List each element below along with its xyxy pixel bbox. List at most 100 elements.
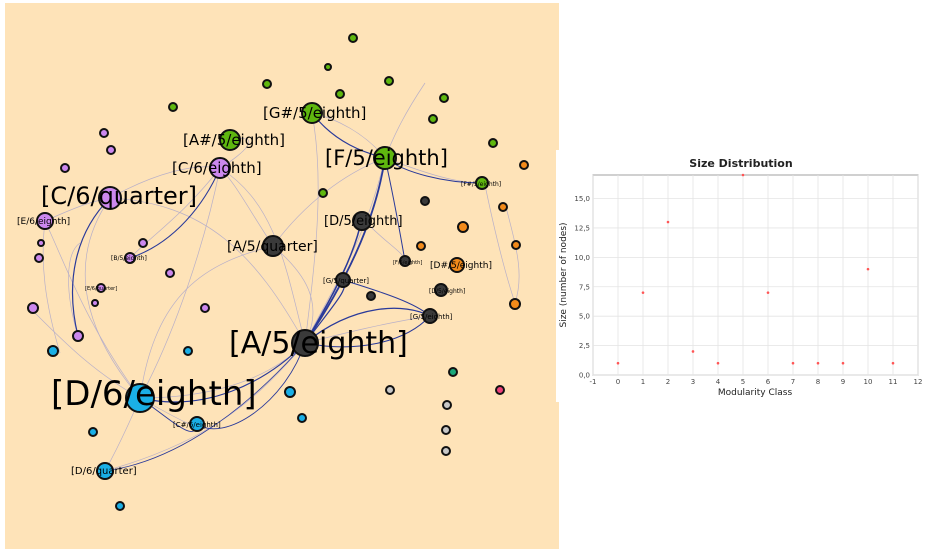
node-purple-small (165, 268, 175, 278)
node-g5-quarter (335, 272, 351, 288)
size-distribution-plot: Size Distribution -1 0 1 2 3 4 5 6 7 8 9 10 11 12 0,0… (559, 157, 923, 398)
x-tick-label: 1 (641, 378, 645, 386)
network-graph-panel: [A/5/eighth] [D/6/eighth] [C/6/quarter] … (5, 3, 559, 549)
x-tick-label: 4 (716, 378, 721, 386)
data-point (666, 220, 670, 224)
y-tick-labels: 0,0 2,5 5,0 7,5 10,0 12,5 15,0 (574, 195, 590, 379)
node-purple-small (200, 303, 210, 313)
label-b5-eighth: [B/5/eighth] (111, 255, 147, 262)
node-gray-small (442, 400, 452, 410)
node-gray-small (441, 425, 451, 435)
x-tick-label: 6 (766, 378, 771, 386)
node-dark-small (366, 291, 376, 301)
data-point (766, 291, 770, 294)
y-tick-label: 0,0 (579, 372, 590, 380)
node-blue-small (88, 427, 98, 437)
node-blue-small (47, 345, 59, 357)
node-ds5-eighth (449, 257, 465, 273)
node-cs6-eighth (189, 416, 205, 432)
node-gray-small (441, 446, 451, 456)
label-f6-eighth: [F/6/eighth] (393, 260, 422, 266)
label-d5-eighth: [D/5/eighth] (324, 214, 403, 229)
x-tick-label: 12 (914, 378, 923, 386)
node-dark-small (420, 196, 430, 206)
data-point (616, 361, 620, 365)
x-tick-label: 5 (741, 378, 745, 386)
label-e6-quarter: [E/6/quarter] (85, 286, 117, 292)
size-distribution-chart: Size Distribution -1 0 1 2 3 4 5 6 7 8 9 10 11 12 0,0… (556, 150, 925, 402)
node-c6-quarter (98, 186, 122, 210)
label-fs5-eighth: [F#/5/eighth] (461, 181, 501, 188)
data-point (791, 361, 795, 365)
graph-labels: [A/5/eighth] [D/6/eighth] [C/6/quarter] … (17, 104, 501, 477)
plot-area (592, 174, 919, 376)
node-d6-quarter (96, 462, 114, 480)
y-tick-label: 15,0 (574, 195, 590, 203)
data-point (866, 267, 870, 271)
node-green-small (348, 33, 358, 43)
node-purple-small (91, 299, 99, 307)
x-tick-label: 0 (616, 378, 620, 386)
node-as5-eighth (219, 129, 241, 151)
node-d5-eighth-b (434, 283, 448, 297)
node-purple-small (27, 302, 39, 314)
node-green-small (488, 138, 498, 148)
x-tick-labels: -1 0 1 2 3 4 5 6 7 8 9 10 11 12 (590, 378, 923, 386)
node-purple-small (72, 330, 84, 342)
network-graph: [A/5/eighth] [D/6/eighth] [C/6/quarter] … (17, 33, 529, 511)
data-point (641, 291, 645, 294)
node-orange-small (457, 221, 469, 233)
data-point (716, 361, 720, 365)
x-tick-label: 11 (889, 378, 898, 386)
node-purple-small (34, 253, 44, 263)
data-point (816, 361, 820, 365)
data-point (841, 361, 845, 365)
node-purple-small (60, 163, 70, 173)
node-teal-small (448, 367, 458, 377)
node-c6-eighth (209, 157, 231, 179)
y-axis-label: Size (number of nodes) (559, 222, 569, 327)
label-gs5-eighth: [G#/5/eighth] (263, 104, 366, 122)
node-gray-small (385, 385, 395, 395)
node-g5-eighth (422, 308, 438, 324)
node-green-small (262, 79, 272, 89)
node-blue-small (183, 346, 193, 356)
node-gs5-eighth (301, 102, 323, 124)
data-point (691, 350, 695, 353)
x-tick-label: 7 (791, 378, 795, 386)
node-d5-eighth (352, 211, 372, 231)
x-tick-label: 10 (864, 378, 873, 386)
node-purple-small (37, 239, 45, 247)
node-dark-small (399, 255, 411, 267)
label-a5-eighth: [A/5/eighth] (229, 326, 408, 361)
node-green-small (384, 76, 394, 86)
node-purple-small (138, 238, 148, 248)
node-purple-small (99, 128, 109, 138)
node-e6-eighth (36, 212, 54, 230)
node-fs5-eighth (475, 176, 489, 190)
label-f5-eighth: [F/5/eighth] (325, 146, 448, 170)
label-c6-eighth: [C/6/eighth] (172, 159, 262, 177)
label-cs6-eighth: [C#/6/eighth] (173, 421, 221, 429)
label-a5-quarter: [A/5/quarter] (227, 239, 318, 255)
y-tick-label: 12,5 (574, 224, 590, 232)
x-tick-label: 3 (691, 378, 695, 386)
label-as5-eighth: [A#/5/eighth] (183, 131, 285, 149)
graph-nodes (27, 33, 529, 511)
node-green-small (439, 93, 449, 103)
y-tick-label: 2,5 (579, 342, 590, 350)
label-d6-quarter: [D/6/quarter] (71, 466, 137, 477)
node-purple-small (106, 145, 116, 155)
node-pink-small (495, 385, 505, 395)
node-green-small (335, 89, 345, 99)
label-e6-eighth: [E/6/eighth] (17, 217, 70, 227)
y-tick-label: 5,0 (579, 313, 590, 321)
node-e6-quarter (96, 283, 106, 293)
label-d5-eighth-b: [D/5/eighth] (429, 288, 465, 295)
label-g5-eighth: [G/5/eighth] (410, 313, 453, 321)
node-orange-small (416, 241, 426, 251)
label-c6-quarter: [C/6/quarter] (41, 182, 197, 210)
label-d6-eighth: [D/6/eighth] (51, 374, 257, 414)
node-green-small (324, 63, 332, 71)
x-axis-label: Modularity Class (718, 388, 793, 398)
